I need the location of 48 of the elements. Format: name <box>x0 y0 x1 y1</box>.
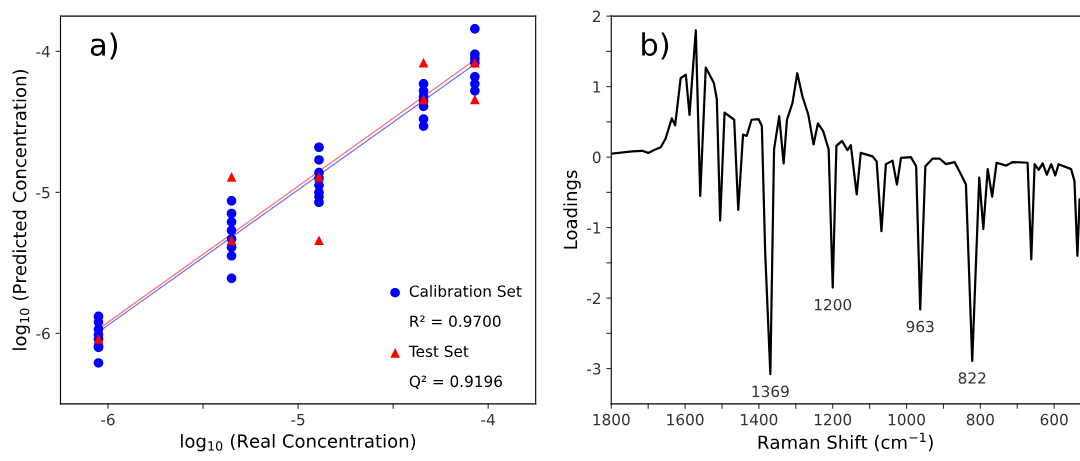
x-tick-label: -5 <box>291 414 305 426</box>
annotation: b) <box>642 32 669 60</box>
x-tick-label: 1400 <box>741 413 778 426</box>
y-tick-label: -6 <box>36 327 50 340</box>
y-tick-label: 0 <box>592 151 601 164</box>
x-tick-label: -6 <box>101 413 115 426</box>
point <box>226 217 237 227</box>
point <box>470 24 480 34</box>
point <box>314 142 324 153</box>
x-tick-label: 1200 <box>814 413 852 426</box>
x-axis-title: Raman Shift (cm$^{−1}$) <box>758 432 933 452</box>
y-tick-label: -4 <box>36 46 50 58</box>
point <box>314 235 324 246</box>
x-tick-label: 1800 <box>593 413 630 426</box>
annotation: a) <box>90 32 118 60</box>
annotation: 822 <box>958 372 986 384</box>
y-tick-label: 2 <box>592 10 601 22</box>
annotation: 963 <box>906 320 934 333</box>
annotation: R² = 0.9700 <box>410 315 501 327</box>
point <box>418 121 429 131</box>
y-axis-title: Loadings <box>563 170 581 249</box>
y-tick-label: -3 <box>587 363 601 375</box>
annotation: Q² = 0.9196 <box>409 375 503 389</box>
annotation: 1200 <box>814 298 852 311</box>
x-tick-label: 800 <box>966 413 994 426</box>
point <box>470 94 480 105</box>
point <box>314 155 324 165</box>
x-tick-label: 1600 <box>667 413 704 426</box>
x-tick-label: 600 <box>1040 413 1068 426</box>
point <box>93 358 104 368</box>
point <box>226 172 237 182</box>
legend-label: Test Set <box>408 345 469 358</box>
point <box>226 250 237 261</box>
point <box>470 86 480 96</box>
y-tick-label: 1 <box>593 81 601 93</box>
annotation: 1369 <box>752 385 789 398</box>
y-tick-label: -2 <box>587 292 601 304</box>
x-tick-label: 1000 <box>888 413 925 426</box>
point <box>226 208 237 219</box>
x-axis-title: log$_{10}$ (Real Concentration) <box>181 433 416 452</box>
x-tick-label: -4 <box>481 414 495 426</box>
y-tick-label: -5 <box>36 187 50 199</box>
y-tick-label: -1 <box>587 222 601 234</box>
point <box>226 273 237 284</box>
point <box>226 225 237 236</box>
point <box>226 196 237 206</box>
legend-label: Calibration Set <box>409 285 522 297</box>
y-axis-title: log$_{10}$ (Predicted Concentration) <box>12 70 30 350</box>
